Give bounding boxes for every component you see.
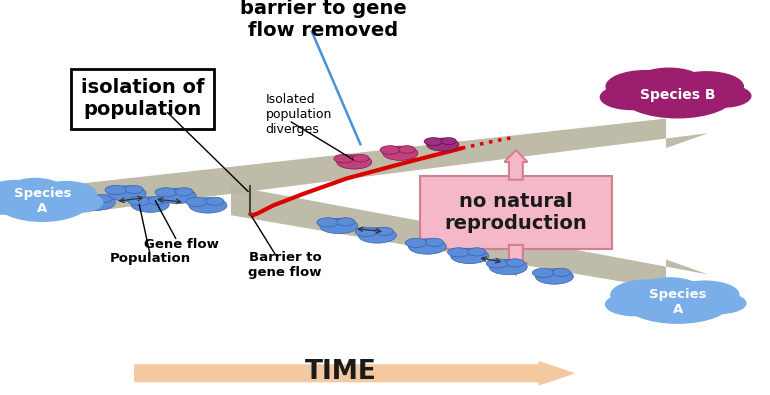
Ellipse shape	[158, 188, 196, 203]
Ellipse shape	[506, 259, 524, 267]
Text: no natural
reproduction: no natural reproduction	[444, 192, 588, 233]
Ellipse shape	[7, 178, 64, 203]
Ellipse shape	[693, 292, 747, 314]
Text: barrier to gene
flow removed: barrier to gene flow removed	[240, 0, 407, 40]
Ellipse shape	[467, 248, 486, 256]
Text: Gene flow: Gene flow	[143, 239, 219, 251]
Ellipse shape	[600, 84, 663, 110]
Ellipse shape	[0, 181, 90, 222]
Ellipse shape	[489, 259, 527, 275]
Ellipse shape	[447, 248, 470, 257]
Ellipse shape	[424, 137, 443, 145]
Ellipse shape	[206, 197, 224, 205]
Ellipse shape	[74, 194, 96, 204]
Text: Barrier to
gene flow: Barrier to gene flow	[248, 251, 322, 278]
Ellipse shape	[610, 279, 686, 310]
Ellipse shape	[336, 218, 355, 226]
Ellipse shape	[77, 195, 116, 210]
FancyArrow shape	[504, 245, 527, 275]
Ellipse shape	[0, 180, 49, 209]
Ellipse shape	[408, 239, 447, 254]
FancyArrow shape	[135, 362, 574, 385]
Text: Species
A: Species A	[649, 288, 706, 316]
Ellipse shape	[552, 268, 571, 276]
Ellipse shape	[148, 196, 166, 205]
Ellipse shape	[605, 292, 664, 316]
Ellipse shape	[125, 185, 143, 194]
Ellipse shape	[620, 71, 735, 118]
Ellipse shape	[486, 259, 508, 268]
Ellipse shape	[94, 194, 112, 203]
Text: Species
A: Species A	[14, 188, 71, 215]
Ellipse shape	[155, 188, 177, 197]
Ellipse shape	[624, 280, 732, 324]
Ellipse shape	[108, 186, 146, 201]
Ellipse shape	[694, 84, 752, 108]
Ellipse shape	[336, 155, 372, 169]
Ellipse shape	[128, 196, 150, 206]
Ellipse shape	[355, 227, 377, 237]
Ellipse shape	[383, 146, 418, 160]
Ellipse shape	[320, 218, 358, 233]
Ellipse shape	[175, 188, 193, 196]
Ellipse shape	[535, 269, 574, 284]
Ellipse shape	[441, 137, 457, 145]
Polygon shape	[62, 118, 708, 215]
Ellipse shape	[55, 192, 103, 213]
Ellipse shape	[35, 181, 97, 208]
Ellipse shape	[131, 197, 169, 213]
FancyArrow shape	[504, 150, 527, 180]
Ellipse shape	[532, 268, 554, 278]
Ellipse shape	[425, 238, 444, 246]
Ellipse shape	[334, 154, 354, 163]
Text: Species B: Species B	[640, 88, 715, 102]
Ellipse shape	[634, 68, 704, 96]
Ellipse shape	[316, 218, 339, 227]
Text: TIME: TIME	[305, 359, 377, 385]
Ellipse shape	[375, 227, 393, 235]
Ellipse shape	[189, 198, 227, 213]
Ellipse shape	[670, 280, 739, 309]
Ellipse shape	[605, 70, 686, 103]
Ellipse shape	[669, 71, 744, 102]
Ellipse shape	[380, 146, 400, 154]
Text: Population: Population	[109, 252, 191, 265]
Ellipse shape	[105, 185, 127, 195]
Ellipse shape	[353, 154, 369, 162]
Ellipse shape	[186, 197, 208, 207]
Ellipse shape	[637, 277, 702, 303]
Text: Isolated
population
diverges: Isolated population diverges	[266, 93, 332, 136]
Polygon shape	[231, 186, 708, 289]
Ellipse shape	[450, 248, 489, 264]
Text: isolation of
population: isolation of population	[81, 78, 204, 119]
Ellipse shape	[0, 192, 31, 215]
Ellipse shape	[405, 238, 427, 248]
Ellipse shape	[399, 146, 415, 153]
FancyBboxPatch shape	[420, 176, 612, 249]
Ellipse shape	[358, 228, 397, 243]
Ellipse shape	[427, 138, 459, 151]
